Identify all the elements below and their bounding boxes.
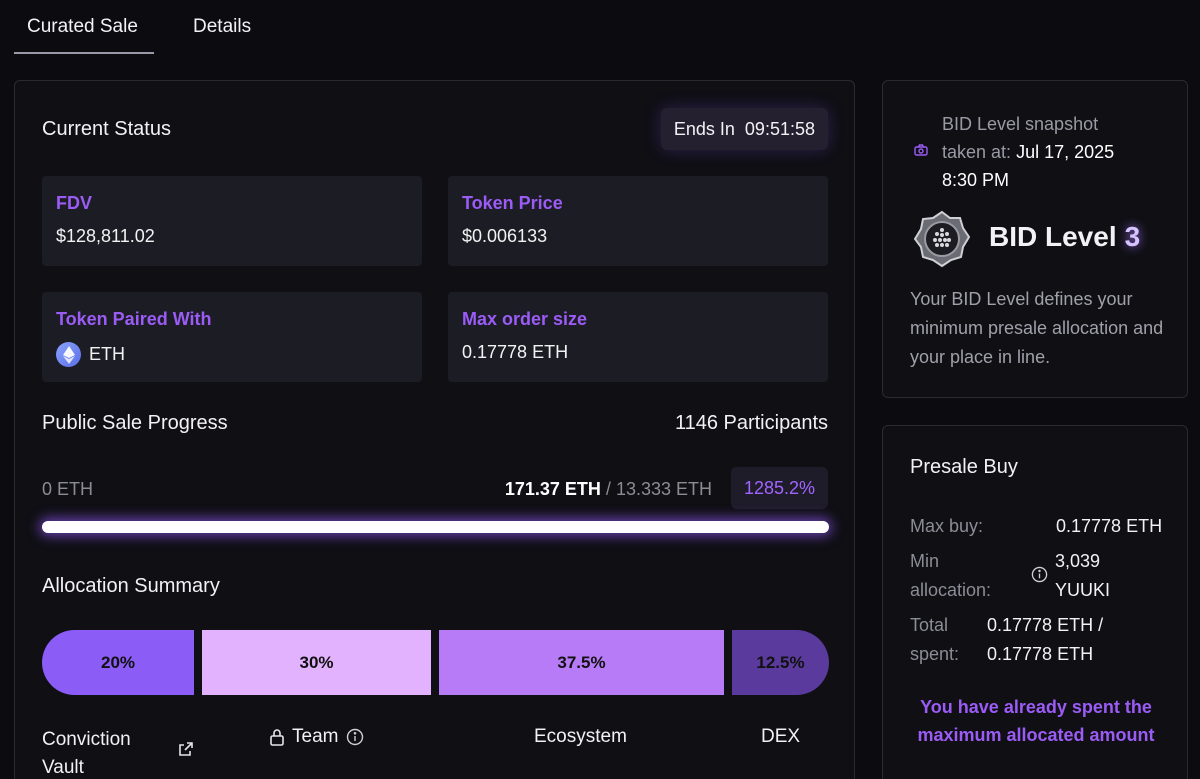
snapshot-line1: BID Level snapshot bbox=[942, 114, 1099, 134]
min-allocation-info-icon[interactable] bbox=[1031, 566, 1048, 588]
raised-amount: 171.37 ETH / 13.333 ETH bbox=[505, 479, 712, 500]
presale-buy-card: Presale Buy Max buy: 0.17778 ETH Min all… bbox=[882, 425, 1188, 779]
allocation-label-team-row: Team bbox=[269, 726, 364, 748]
allocation-label-ecosystem: Ecosystem bbox=[534, 726, 627, 747]
progress-start-label: 0 ETH bbox=[42, 479, 94, 499]
token-paired-value: ETH bbox=[89, 344, 125, 364]
total-spent-label: Total spent: bbox=[910, 611, 959, 669]
snapshot-text: BID Level snapshot taken at: Jul 17, 202… bbox=[942, 110, 1114, 194]
allocation-segment-team: 30% bbox=[202, 630, 431, 695]
raised-separator: / bbox=[605, 479, 611, 499]
ends-in-time: 09:51:58 bbox=[744, 118, 815, 139]
spent-max-message: You have already spent the maximum alloc… bbox=[917, 697, 1155, 745]
token-paired-row: ETH bbox=[56, 342, 408, 367]
bid-level-label: BID Level bbox=[989, 221, 1117, 252]
token-paired-box: Token Paired With ETH bbox=[42, 292, 422, 382]
total-spent-value: 0.17778 ETH / 0.17778 ETH bbox=[987, 611, 1103, 669]
allocation-label-conviction-vault[interactable]: Conviction Vault bbox=[42, 729, 131, 778]
team-info-icon[interactable] bbox=[346, 728, 364, 746]
token-price-label: Token Price bbox=[462, 193, 563, 213]
bid-level-heading: BID Level 3 bbox=[989, 221, 1140, 253]
curated-sale-panel: Current Status Ends In 09:51:58 FDV $128… bbox=[14, 80, 855, 779]
token-price-box: Token Price $0.006133 bbox=[448, 176, 828, 266]
fdv-label: FDV bbox=[56, 193, 92, 213]
allocation-segment-dex: 12.5% bbox=[732, 630, 829, 695]
snapshot-time: 8:30 PM bbox=[942, 170, 1010, 190]
min-allocation-label: Min allocation: bbox=[910, 547, 991, 605]
total-spent-value-line1: 0.17778 ETH / bbox=[987, 615, 1104, 635]
participants-count: 1146 Participants bbox=[674, 412, 828, 434]
token-paired-label: Token Paired With bbox=[56, 309, 212, 329]
total-spent-label-line1: Total bbox=[910, 615, 949, 635]
snapshot-taken-at: taken at: bbox=[942, 142, 1012, 162]
bid-level-card: BID Level snapshot taken at: Jul 17, 202… bbox=[882, 80, 1188, 398]
tab-curated-sale[interactable]: Curated Sale bbox=[14, 0, 154, 54]
allocation-label-dex: DEX bbox=[761, 726, 801, 747]
allocation-label-team: Team bbox=[292, 726, 339, 747]
raised-value: 171.37 ETH bbox=[504, 479, 601, 499]
bid-level-value: 3 bbox=[1124, 221, 1141, 252]
max-order-box: Max order size 0.17778 ETH bbox=[448, 292, 828, 382]
token-price-value: $0.006133 bbox=[462, 226, 548, 246]
max-buy-label: Max buy: bbox=[910, 516, 984, 536]
fdv-value: $128,811.02 bbox=[56, 226, 155, 246]
progress-bar bbox=[42, 521, 829, 533]
min-allocation-value: 3,039 YUUKI bbox=[1055, 547, 1110, 605]
allocation-summary-title: Allocation Summary bbox=[42, 575, 220, 597]
presale-buy-title: Presale Buy bbox=[910, 456, 1018, 478]
current-status-title: Current Status bbox=[42, 118, 171, 140]
min-allocation-value-line2: YUUKI bbox=[1055, 580, 1111, 600]
max-order-label: Max order size bbox=[462, 309, 588, 329]
min-allocation-label-line2: allocation: bbox=[910, 580, 992, 600]
lock-icon bbox=[269, 728, 285, 746]
max-buy-value: 0.17778 ETH bbox=[1056, 516, 1163, 536]
ends-in-timer: Ends In 09:51:58 bbox=[660, 108, 828, 150]
snapshot-line2: taken at: Jul 17, 2025 bbox=[942, 138, 1114, 166]
total-spent-value-line2: 0.17778 ETH bbox=[987, 644, 1094, 664]
progress-percent-badge: 1285.2% bbox=[730, 467, 828, 509]
public-sale-progress-title: Public Sale Progress bbox=[42, 412, 228, 434]
ends-in-label: Ends In bbox=[673, 118, 735, 139]
external-link-icon[interactable] bbox=[178, 741, 194, 762]
min-allocation-value-line1: 3,039 bbox=[1055, 551, 1101, 571]
snapshot-date: Jul 17, 2025 bbox=[1016, 142, 1115, 162]
bid-level-badge-icon bbox=[913, 210, 971, 268]
tab-details[interactable]: Details bbox=[193, 16, 252, 37]
allocation-segment-ecosystem: 37.5% bbox=[439, 630, 724, 695]
allocation-segment-conviction-vault: 20% bbox=[42, 630, 194, 695]
bid-level-description: Your BID Level defines your minimum pres… bbox=[910, 289, 1164, 367]
tab-bar: Curated Sale Details bbox=[14, 0, 264, 54]
total-spent-label-line2: spent: bbox=[910, 644, 960, 664]
max-order-value: 0.17778 ETH bbox=[462, 342, 569, 362]
eth-icon bbox=[56, 342, 81, 367]
fdv-box: FDV $128,811.02 bbox=[42, 176, 422, 266]
target-value: 13.333 ETH bbox=[615, 479, 712, 499]
min-allocation-label-line1: Min bbox=[910, 551, 940, 571]
camera-icon bbox=[914, 143, 928, 161]
